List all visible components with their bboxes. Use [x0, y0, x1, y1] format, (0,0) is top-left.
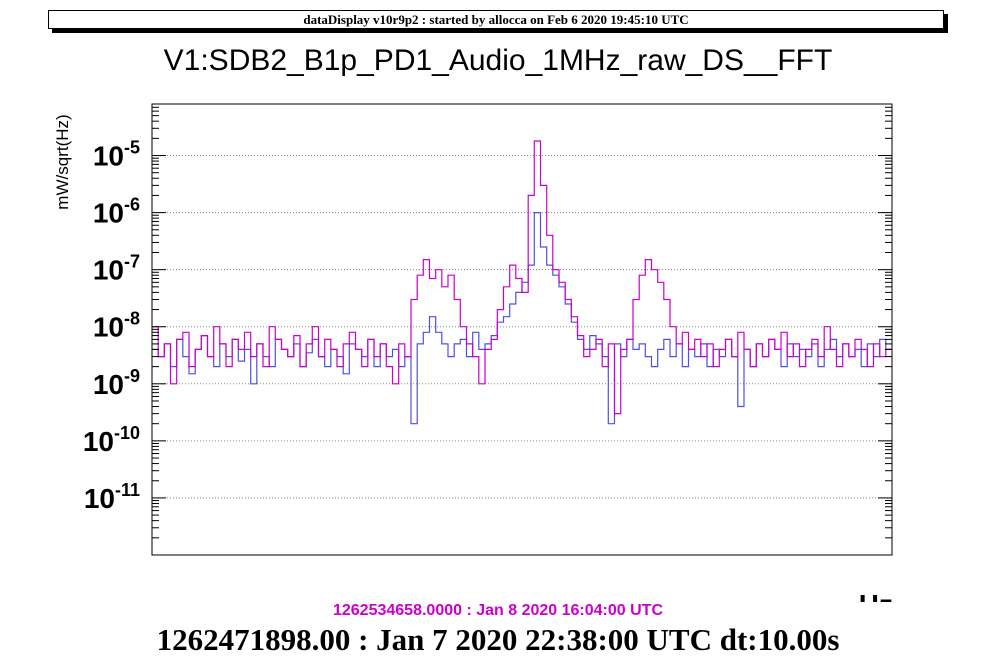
y-tick-base: 10 — [93, 198, 124, 229]
y-tick-base: 10 — [83, 426, 114, 457]
y-tick-label: 10-6 — [93, 195, 140, 229]
y-tick-label: 10-7 — [93, 252, 140, 286]
series-layer — [152, 140, 892, 425]
grid — [152, 155, 892, 499]
series-line-magenta — [152, 140, 892, 415]
y-tick-label: 10-8 — [93, 309, 140, 343]
chart-title: V1:SDB2_B1p_PD1_Audio_1MHz_raw_DS__FFT — [163, 44, 833, 77]
y-tick-exponent: -11 — [115, 480, 140, 500]
y-tick-exponent: -9 — [124, 366, 140, 386]
banner: dataDisplay v10r9p2 : started by allocca… — [48, 10, 944, 29]
y-tick-label: 10-10 — [83, 423, 140, 457]
y-tick-base: 10 — [93, 255, 124, 286]
series-line-blue — [152, 212, 892, 425]
xlabel-mask — [840, 602, 900, 642]
y-ticks — [152, 103, 892, 539]
y-tick-exponent: -8 — [124, 309, 140, 329]
y-tick-exponent: -6 — [124, 195, 140, 215]
primary-gps-time: 1262471898.00 : Jan 7 2020 22:38:00 UTC … — [156, 622, 840, 657]
y-tick-base: 10 — [93, 369, 124, 400]
plot-frame — [151, 103, 893, 556]
y-tick-base: 10 — [84, 483, 115, 514]
y-tick-exponent: -7 — [124, 252, 140, 272]
y-tick-base: 10 — [93, 141, 124, 172]
y-tick-exponent: -10 — [114, 423, 140, 443]
secondary-gps-time: 1262534658.0000 : Jan 8 2020 16:04:00 UT… — [332, 602, 663, 619]
y-axis-label: mW/sqrt(Hz) — [53, 114, 72, 209]
y-tick-base: 10 — [93, 312, 124, 343]
y-tick-label: 10-5 — [93, 138, 140, 172]
y-tick-exponent: -5 — [124, 138, 140, 158]
y-tick-label: 10-11 — [84, 480, 140, 514]
y-tick-label: 10-9 — [93, 366, 140, 400]
